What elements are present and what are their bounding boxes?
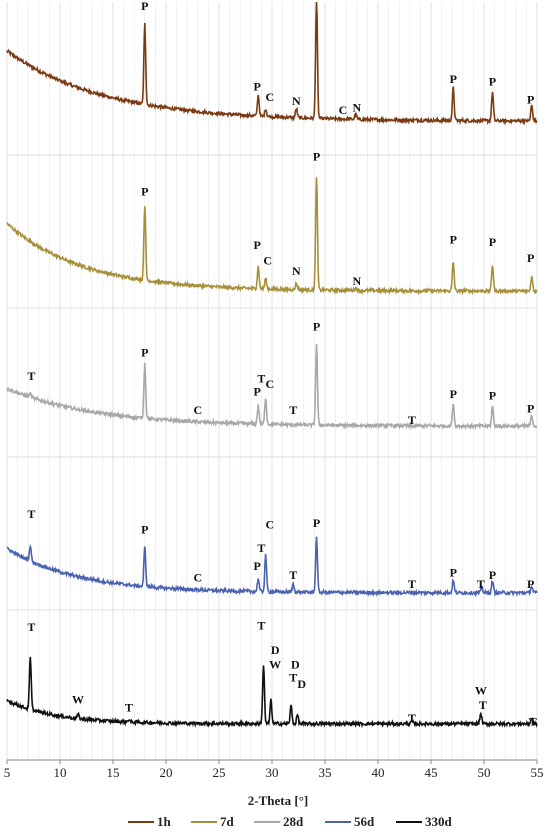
legend-label-28d: 28d (283, 814, 304, 829)
peak-label: P (141, 0, 148, 13)
legend-label-7d: 7d (220, 814, 235, 829)
peak-label: P (489, 568, 496, 582)
legend-label-330d: 330d (425, 814, 453, 829)
peak-label: C (193, 571, 202, 585)
peak-label: C (339, 103, 348, 117)
peak-label: T (257, 541, 265, 555)
x-axis: 5 10 15 20 25 30 35 40 45 50 55 (4, 759, 544, 780)
peak-labels: PPCNPCNPPPPPCNPNPPPTPCPTCTPTPPPTPCPTCTPT… (27, 0, 536, 729)
peak-label: C (263, 253, 272, 267)
peak-label: W (475, 684, 487, 698)
x-tick-label: 30 (266, 765, 279, 780)
peak-label: P (253, 559, 260, 573)
peak-label: P (489, 74, 496, 88)
peak-label: P (527, 402, 534, 416)
x-tick-label: 10 (54, 765, 67, 780)
peak-label: T (408, 413, 416, 427)
peak-label: C (193, 403, 202, 417)
peak-label: T (27, 507, 35, 521)
peak-label: T (479, 698, 487, 712)
peak-label: P (527, 251, 534, 265)
peak-label: N (292, 94, 301, 108)
x-tick-label: 40 (372, 765, 385, 780)
peak-label: T (408, 577, 416, 591)
x-tick-label: 5 (4, 765, 11, 780)
peak-label: P (313, 516, 320, 530)
peak-label: N (352, 274, 361, 288)
x-tick-label: 45 (425, 765, 438, 780)
peak-label: C (266, 377, 275, 391)
peak-label: P (253, 238, 260, 252)
series-line-28d (6, 344, 538, 431)
peak-label: P (450, 72, 457, 86)
peak-label: D (297, 677, 306, 691)
peak-label: P (489, 389, 496, 403)
x-tick-label: 15 (107, 765, 120, 780)
series-line-7d (6, 177, 538, 296)
peak-label: T (257, 372, 265, 386)
x-axis-label: 2-Theta [°] (248, 793, 308, 808)
peak-label: P (141, 185, 148, 199)
peak-label: P (527, 93, 534, 107)
peak-label: N (352, 100, 361, 114)
peak-label: W (72, 693, 84, 707)
x-tick-label: 50 (478, 765, 491, 780)
peak-label: D (271, 643, 280, 657)
peak-label: C (266, 90, 275, 104)
peak-label: P (141, 346, 148, 360)
legend: 1h 7d 28d 56d 330d (128, 814, 453, 829)
series-line-1h (6, 1, 538, 126)
peak-label: P (450, 566, 457, 580)
series-line-330d (6, 656, 538, 729)
peak-label: W (269, 658, 281, 672)
peak-label: P (141, 523, 148, 537)
peak-label: P (489, 235, 496, 249)
peak-label: T (257, 619, 265, 633)
peak-label: P (253, 385, 260, 399)
peak-label: T (289, 671, 297, 685)
x-tick-label: 25 (213, 765, 226, 780)
peak-label: T (27, 369, 35, 383)
peak-label: T (477, 577, 485, 591)
peak-label: P (313, 149, 320, 163)
panel-dividers (7, 154, 537, 611)
peak-label: P (450, 233, 457, 247)
peak-label: P (253, 80, 260, 94)
x-tick-label: 35 (319, 765, 332, 780)
peak-label: C (266, 517, 275, 531)
peak-label: T (289, 403, 297, 417)
legend-label-1h: 1h (157, 814, 172, 829)
grid-lines (6, 2, 538, 760)
peak-label: P (450, 387, 457, 401)
x-tick-label: 20 (160, 765, 173, 780)
peak-label: T (408, 711, 416, 725)
legend-label-56d: 56d (354, 814, 375, 829)
peak-label: T (529, 715, 537, 729)
series-lines (6, 1, 538, 729)
peak-label: P (313, 320, 320, 334)
peak-label: P (527, 577, 534, 591)
peak-label: T (125, 700, 133, 714)
peak-label: D (291, 658, 300, 672)
peak-label: T (289, 568, 297, 582)
x-tick-label: 55 (531, 765, 544, 780)
series-line-56d (6, 536, 538, 598)
peak-label: N (292, 264, 301, 278)
peak-label: T (27, 620, 35, 634)
